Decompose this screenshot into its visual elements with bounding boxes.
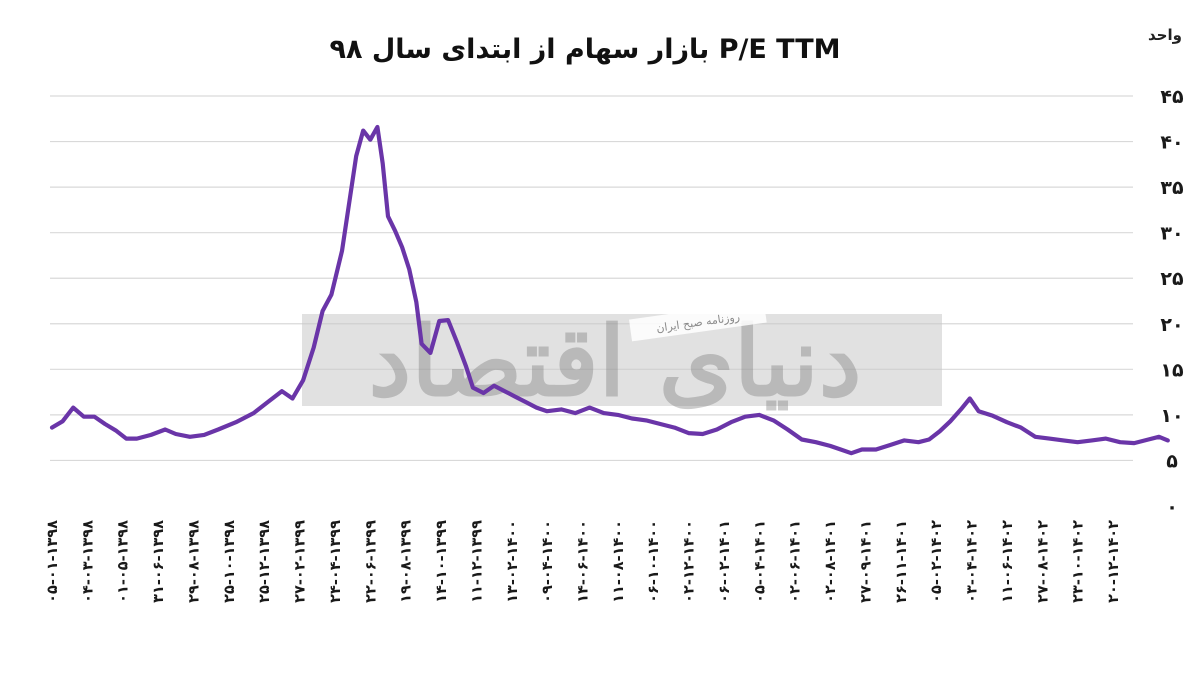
x-tick-label: ۲۷-۰۹-۱۴۰۱ [858,520,874,603]
watermark-tag [628,300,767,342]
series-line [49,124,1170,456]
x-tick-label: ۲۵-۱۲-۱۳۹۸ [257,520,273,603]
x-tick-label: ۰۴-۰۳-۱۳۹۸ [80,520,96,603]
x-tick-label: ۰۲-۱۲-۱۴۰۰ [682,520,698,603]
x-tick-label: ۱۱-۱۲-۱۳۹۹ [469,520,485,603]
y-tick-label: ۲۵ [1160,268,1184,290]
x-tick-label: ۲۳-۱۰-۱۴۰۲ [1071,520,1087,603]
x-tick-label: ۲۴-۰۴-۱۳۹۹ [328,520,344,603]
y-axis-unit-label: واحد [1148,26,1182,44]
x-tick-label: ۰۵-۰۱-۱۳۹۸ [45,520,61,603]
x-tick-label: ۲۵-۱۰-۱۳۹۸ [222,520,238,603]
x-tick-label: ۰۹-۰۴-۱۴۰۰ [540,520,556,603]
x-tick-label: ۰۲-۰۶-۱۴۰۱ [788,520,804,603]
x-tick-label: ۳۱-۰۶-۱۳۹۸ [151,520,167,603]
x-tick-label: ۰۶-۰۲-۱۴۰۱ [717,520,733,603]
y-tick-label: ۱۵ [1160,359,1184,381]
x-tick-label: ۲۶-۱۱-۱۴۰۱ [894,520,910,603]
y-tick-label: ۲۰ [1160,314,1183,336]
watermark-band [302,314,942,406]
x-tick-label: ۱۱-۰۸-۱۴۰۰ [611,520,627,603]
chart-title: P/E TTM بازار سهام از ابتدای سال ۹۸ [329,34,840,65]
x-tick-label: ۱۱-۰۶-۱۴۰۲ [1000,520,1016,603]
series-layer [49,124,1170,456]
x-tick-label: ۱۴-۱۰-۱۳۹۹ [434,520,450,603]
x-tick-label: ۲۲-۰۶-۱۳۹۹ [363,520,379,603]
y-tick-label: ۳۵ [1160,177,1184,199]
y-tick-label: ۰ [1166,496,1178,518]
x-tick-label: ۰۱-۰۵-۱۳۹۸ [116,520,132,603]
x-tick-label: ۰۵-۰۴-۱۴۰۱ [752,520,768,603]
y-tick-label: ۵ [1166,450,1178,472]
x-tick-label: ۰۶-۱۰-۱۴۰۰ [646,520,662,603]
watermark: دنیای اقتصاد روزنامه صبح ایران [302,300,942,418]
x-tick-label: ۲۰-۱۲-۱۴۰۲ [1106,520,1122,603]
y-tick-label: ۴۰ [1160,132,1183,154]
y-tick-label: ۱۰ [1160,405,1183,427]
x-tick-label: ۰۳-۰۴-۱۴۰۲ [965,520,981,603]
x-tick-label: ۱۳-۰۲-۱۴۰۰ [505,520,521,603]
gridlines [50,95,1133,462]
x-tick-label: ۰۵-۰۲-۱۴۰۲ [929,520,945,603]
x-tick-label: ۲۹-۰۸-۱۳۹۸ [186,520,202,603]
x-axis-ticks: ۰۵-۰۱-۱۳۹۸ ۰۴-۰۳-۱۳۹۸ ۰۱-۰۵-۱۳۹۸ ۳۱-۰۶-۱۳۹۸… [45,520,1122,603]
x-tick-label: ۲۷-۰۲-۱۳۹۹ [293,520,309,603]
y-tick-label: ۳۰ [1160,223,1183,245]
x-tick-label: ۲۷-۰۸-۱۴۰۲ [1035,520,1051,603]
x-tick-label: ۱۴-۰۶-۱۴۰۰ [576,520,592,603]
x-tick-label: ۱۹-۰۸-۱۳۹۹ [399,520,415,603]
y-axis-ticks: ۰ ۵ ۱۰ ۱۵ ۲۰ ۲۵ ۳۰ ۳۵ ۴۰ ۴۵ [1160,86,1184,518]
x-tick-label: ۰۲-۰۸-۱۴۰۱ [823,520,839,603]
y-tick-label: ۴۵ [1160,86,1184,108]
